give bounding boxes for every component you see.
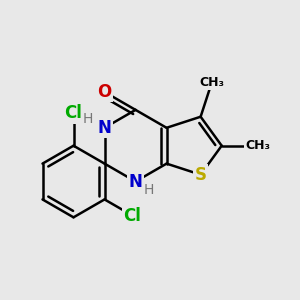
- Text: CH₃: CH₃: [199, 76, 224, 89]
- Text: N: N: [98, 119, 112, 137]
- Text: O: O: [98, 83, 112, 101]
- Text: CH₃: CH₃: [245, 139, 270, 152]
- Text: H: H: [83, 112, 93, 126]
- Text: H: H: [144, 184, 154, 197]
- Text: S: S: [195, 166, 207, 184]
- Text: Cl: Cl: [124, 206, 141, 224]
- Text: Cl: Cl: [64, 104, 82, 122]
- Text: N: N: [129, 172, 142, 190]
